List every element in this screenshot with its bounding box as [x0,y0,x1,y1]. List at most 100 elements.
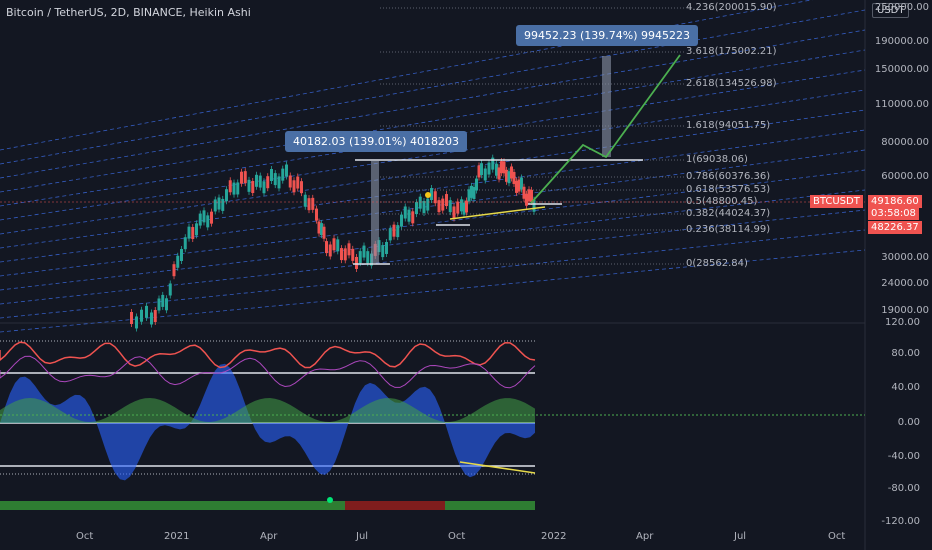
candle [153,309,157,322]
candle [296,176,300,189]
time-tick-2: Apr [260,531,278,542]
time-tick-5: 2022 [541,531,567,542]
candle [225,189,228,202]
candle [388,228,392,241]
fan-line-10 [0,189,866,291]
candle [433,191,437,204]
candle [176,255,180,268]
candle [422,201,426,214]
candle [497,167,501,180]
time-tick-0: Oct [76,531,94,542]
candle [392,224,396,237]
candle [300,181,303,194]
time-tick-3: Jul [356,531,369,542]
candle [500,161,503,174]
candle [495,163,498,176]
fan-line-11 [0,209,866,305]
candle [307,198,311,211]
candle [317,221,321,234]
candle [400,214,403,227]
candle [502,161,506,174]
candle [465,200,468,213]
candle [157,298,161,311]
candle [303,194,307,207]
candle [288,175,292,188]
fan-line-12 [0,229,866,319]
symbol-tag: BTCUSDT [810,195,863,208]
candle [441,198,445,211]
fan-line-2 [0,29,866,179]
candle [483,168,487,181]
bottom-bar-red [345,501,445,510]
candle [187,226,191,239]
currency-button[interactable]: USDT [872,3,910,18]
candle [418,196,422,209]
candle [385,241,388,254]
price-tag: 49186.60 [868,195,922,208]
candle [240,171,243,184]
candle [351,248,355,261]
candle [210,211,213,224]
osc-purple-line [0,355,536,389]
fib-label-6: 0.618(53576.53) [686,184,771,195]
candle [426,198,430,211]
candle [343,248,347,261]
fib-fan-lines [0,0,866,333]
price-tick-8: 19000.00 [881,305,929,316]
candle [213,199,217,212]
time-tick-8: Oct [828,531,846,542]
price-tick-5: 60000.00 [881,171,929,182]
candle [507,171,511,184]
measure-label-1: 40182.03 (139.01%) 4018203 [285,131,467,152]
fib-label-8: 0.382(44024.37) [686,208,771,219]
candle [505,169,508,182]
candle [403,206,407,219]
time-tick-7: Jul [734,531,747,542]
price-tick-1: 190000.00 [874,36,929,47]
fib-label-2: 2.618(134526.98) [686,78,777,89]
candle [430,188,433,201]
oscillator-pane [0,340,536,481]
osc-dot [327,497,333,503]
time-tick-4: Oct [448,531,466,542]
projection-path [530,54,681,204]
osc-tick-4: -40.00 [887,451,920,462]
fib-label-7: 0.5(48800.45) [686,196,758,207]
candle [437,200,441,213]
trend-line [449,206,546,220]
candle [452,206,456,219]
candle [480,163,483,176]
fib-label-0: 4.236(200015.90) [686,2,777,13]
countdown-tag: 03:58:08 [868,207,919,220]
candle [525,193,528,206]
candle [255,174,258,187]
candle [198,213,202,226]
candle [487,162,491,175]
osc-tick-2: 40.00 [891,382,920,393]
candle [445,194,448,207]
fib-label-9: 0.236(38114.99) [686,224,771,235]
osc-tick-3: 0.00 [897,417,920,428]
bottom-bar [0,501,535,510]
candle [191,227,195,240]
candle [470,185,473,198]
candle [460,199,463,212]
price-tick-3: 110000.00 [874,99,929,110]
price-tick-2: 150000.00 [874,64,929,75]
candle [336,239,340,252]
candle [277,176,281,189]
candle [183,237,187,250]
chart-title: Bitcoin / TetherUS, 2D, BINANCE, Heikin … [6,6,251,19]
candle [311,197,315,210]
candle [510,166,513,179]
candle [206,215,210,228]
fib-label-1: 3.618(175002.21) [686,46,777,57]
candle [530,189,533,202]
osc-green-area [0,398,535,423]
candle [381,245,385,258]
candle [467,189,471,202]
candle [322,226,326,239]
candle [258,175,262,188]
candle [145,305,148,318]
